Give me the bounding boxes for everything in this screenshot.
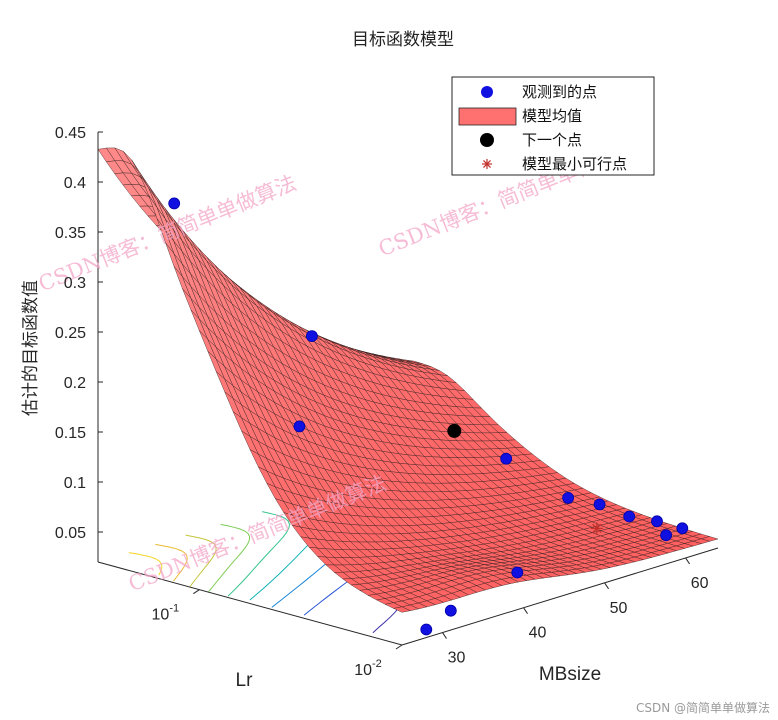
contour-line [128,552,163,576]
min-feasible-point [590,522,603,535]
legend-label: 观测到的点 [522,83,597,101]
z-tick-label: 0.1 [64,475,86,492]
x-tick-mark [442,632,447,639]
y-tick-label: 10-2 [354,658,382,679]
credit-text: CSDN @简简单单做算法 [635,701,770,715]
observed-point [623,510,636,523]
legend-item: 下一个点 [480,131,582,149]
x-tick-mark [604,582,609,590]
z-tick-label: 0.4 [64,175,86,192]
y-tick-mark [193,589,200,595]
legend-marker [458,107,517,126]
z-tick-label: 0.35 [55,225,86,242]
observed-point [420,623,433,636]
x-tick-mark [685,557,691,565]
z-tick-label: 0.45 [55,125,86,142]
model-mean-surface [97,147,719,613]
legend-label: 模型最小可行点 [522,155,627,173]
observed-points [168,197,689,636]
next-point [447,423,462,438]
x-tick-label: 50 [610,600,628,617]
x-tick-label: 40 [529,625,547,642]
surface-patch [392,606,412,613]
legend-marker [480,133,494,147]
observed-point [500,452,513,465]
z-tick-label: 0.05 [55,525,86,542]
x-tick-label: 60 [691,575,709,592]
contour-line [227,511,291,597]
y-axis-line [97,561,403,646]
z-tick-label: 0.25 [55,325,86,342]
observed-point [593,498,606,511]
contour-line [208,523,251,592]
z-tick-label: 0.3 [64,275,86,292]
legend-label: 模型均值 [522,107,582,125]
x-tick-label: 30 [448,650,466,667]
legend-marker [481,86,493,98]
y-tick-mark [395,644,403,650]
observed-point [305,330,318,343]
observed-point [293,420,306,433]
chart-title: 目标函数模型 [352,30,454,50]
z-tick-label: 0.2 [64,375,86,392]
x-tick-labels: 30 40 50 60 [442,557,709,667]
z-tick-label: 0.15 [55,425,86,442]
z-axis-label: 估计的目标函数值 [21,280,41,416]
x-axis-line [401,547,719,646]
y-axis-label: Lr [236,670,254,691]
legend-label: 下一个点 [522,131,582,149]
legend-item: 模型最小可行点 [482,155,627,173]
x-axis-label: MBsize [539,664,601,685]
contour-line [155,543,188,582]
contour-line [185,534,217,587]
legend-item: 模型均值 [458,107,582,126]
y-tick-label: 10-1 [152,603,180,624]
z-tick-labels: 0.05 0.1 0.15 0.2 0.25 0.3 0.35 0.4 0.45 [55,125,103,542]
observed-point [444,604,457,617]
x-tick-mark [523,607,528,614]
observed-point [651,515,663,528]
observed-point [511,566,524,579]
observed-point [168,197,181,210]
legend-marker [482,159,492,169]
observed-point [562,491,574,504]
axis-frame [97,132,719,646]
observed-point [660,529,672,542]
legend-item: 观测到的点 [481,83,597,101]
observed-point [676,522,689,535]
